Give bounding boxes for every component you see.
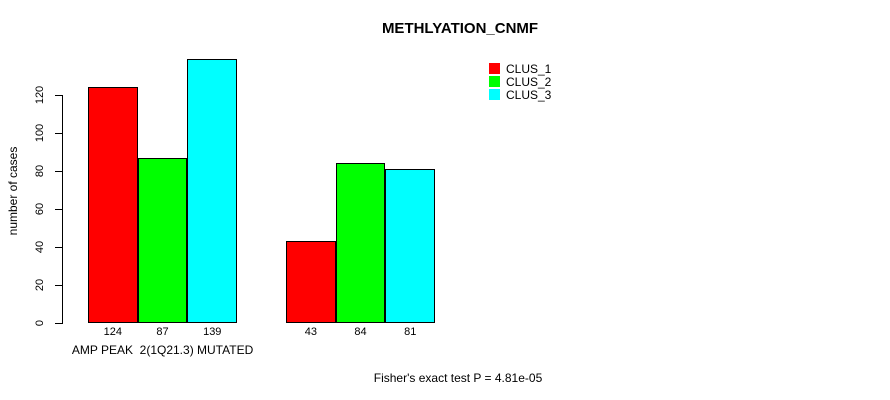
bar-clus_1-group1: [88, 87, 138, 323]
y-tick-label: 20: [34, 278, 46, 292]
y-tick-label: 80: [34, 164, 46, 178]
y-tick-mark: [55, 323, 62, 324]
bar-value-label: 124: [103, 326, 123, 338]
y-tick-label: 100: [34, 123, 46, 143]
x-category-label: AMP PEAK 2(1Q21.3) MUTATED: [71, 343, 254, 357]
bar-value-label: 87: [156, 326, 169, 338]
bar-clus_2-group1: [137, 157, 188, 323]
bar-clus_1-group2: [286, 241, 336, 323]
y-tick-mark: [55, 171, 62, 172]
fisher-test-annotation: Fisher's exact test P = 4.81e-05: [373, 371, 543, 385]
y-tick-label: 40: [34, 240, 46, 254]
y-tick-mark: [55, 247, 62, 248]
y-axis-title: number of cases: [6, 146, 20, 236]
y-tick-mark: [55, 209, 62, 210]
y-tick-mark: [55, 133, 62, 134]
legend-swatch-clus_1: [489, 63, 500, 74]
y-tick-mark: [55, 285, 62, 286]
legend-label: CLUS_3: [506, 88, 552, 102]
y-tick-label: 60: [34, 202, 46, 216]
y-tick-label: 120: [34, 85, 46, 105]
y-axis-line: [62, 95, 63, 324]
bar-value-label: 81: [404, 326, 417, 338]
legend-label: CLUS_1: [506, 62, 552, 76]
bar-value-label: 84: [354, 326, 367, 338]
legend-swatch-clus_3: [489, 89, 500, 100]
legend-label: CLUS_2: [506, 75, 552, 89]
bar-value-label: 43: [304, 326, 317, 338]
legend-swatch-clus_2: [489, 76, 500, 87]
chart-title: METHLYATION_CNMF: [381, 20, 539, 37]
y-tick-mark: [55, 95, 62, 96]
bar-value-label: 139: [203, 326, 222, 338]
bar-clus_3-group2: [385, 169, 436, 323]
bar-clus_2-group2: [335, 163, 386, 323]
y-tick-label: 0: [34, 319, 46, 327]
bar-clus_3-group1: [187, 58, 238, 323]
